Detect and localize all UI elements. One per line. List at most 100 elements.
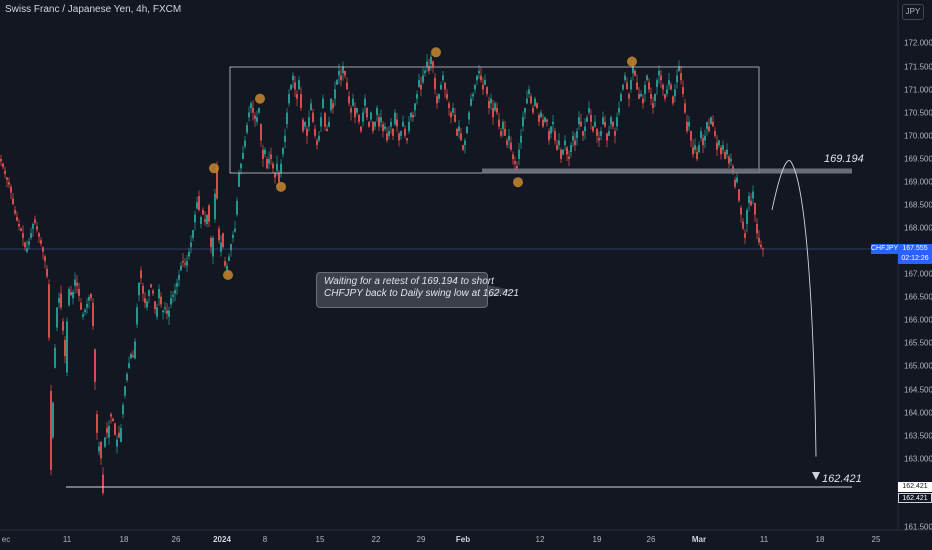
candle-up (264, 149, 266, 155)
candle-up (26, 248, 28, 252)
candle-up (610, 117, 612, 125)
candle-up (572, 135, 574, 141)
y-tick: 170.000 (904, 131, 932, 141)
candle-down (80, 302, 82, 310)
candle-up (544, 117, 546, 122)
candle-down (482, 84, 484, 90)
candle-up (518, 149, 520, 159)
candle-down (590, 114, 592, 122)
candle-up (736, 177, 738, 183)
y-tick: 161.500 (904, 522, 932, 532)
y-tick: 169.000 (904, 177, 932, 187)
candle-down (316, 140, 318, 146)
candle-up (244, 140, 246, 147)
candle-down (272, 163, 274, 169)
currency-badge[interactable]: JPY (902, 4, 924, 20)
candle-up (212, 237, 214, 257)
candle-up (442, 75, 444, 81)
candle-up (178, 275, 180, 280)
trade-note-callout[interactable]: Waiting for a retest of 169.194 to short… (316, 272, 519, 308)
candle-up (524, 107, 526, 113)
target-price-tag: 162.421 (898, 482, 932, 492)
candle-up (624, 75, 626, 81)
candle-down (216, 168, 218, 199)
candle-down (498, 119, 500, 127)
candle-up (98, 446, 100, 452)
candle-down (712, 121, 714, 127)
candle-up (472, 94, 474, 97)
candle-up (508, 135, 510, 141)
candle-up (72, 292, 74, 299)
y-tick: 168.500 (904, 200, 932, 210)
candle-down (696, 152, 698, 159)
candle-down (96, 414, 98, 433)
candle-up (484, 80, 486, 85)
candle-down (152, 290, 154, 294)
candle-up (364, 98, 366, 106)
candle-up (28, 241, 30, 245)
y-tick: 171.000 (904, 85, 932, 95)
candle-up (322, 98, 324, 108)
candle-down (680, 73, 682, 81)
swing-marker (209, 163, 219, 174)
candle-up (730, 159, 732, 162)
candle-down (204, 219, 206, 222)
x-tick: Mar (691, 535, 707, 544)
candle-down (2, 163, 4, 168)
candle-down (760, 244, 762, 248)
candle-down (262, 149, 264, 159)
candle-up (156, 307, 158, 317)
candle-up (402, 121, 404, 127)
candle-up (292, 75, 294, 81)
candle-up (578, 117, 580, 125)
candle-down (662, 84, 664, 90)
candle-down (612, 121, 614, 127)
candle-up (384, 126, 386, 129)
candle-down (670, 84, 672, 90)
candle-down (460, 133, 462, 141)
candle-down (154, 301, 156, 310)
candle-down (344, 70, 346, 76)
x-tick: 18 (119, 535, 129, 544)
candle-down (412, 114, 414, 118)
candle-up (494, 103, 496, 111)
candle-down (546, 119, 548, 122)
candle-up (718, 140, 720, 146)
candle-up (290, 84, 292, 90)
candle-down (690, 131, 692, 141)
candle-up (640, 94, 642, 97)
projection-arrow[interactable] (771, 160, 817, 457)
candle-up (632, 66, 634, 74)
candle-up (476, 75, 478, 81)
candle-up (710, 117, 712, 125)
candle-down (274, 172, 276, 178)
candle-up (288, 94, 290, 104)
candle-up (280, 163, 282, 173)
candle-up (688, 121, 690, 127)
retest-level-label[interactable]: 169.194 (824, 153, 864, 165)
candle-down (566, 147, 568, 155)
candle-up (164, 307, 166, 310)
candle-up (82, 314, 84, 317)
candle-up (570, 145, 572, 153)
target-level-label[interactable]: 162.421 (822, 473, 862, 485)
candle-up (658, 70, 660, 76)
candle-up (108, 425, 110, 438)
candle-down (642, 98, 644, 104)
candle-down (12, 198, 14, 205)
candle-up (418, 80, 420, 88)
candle-up (426, 61, 428, 67)
candle-up (534, 98, 536, 106)
candle-down (742, 221, 744, 229)
candle-down (34, 219, 36, 223)
candle-down (60, 293, 62, 308)
candle-up (58, 298, 60, 303)
candle-down (538, 114, 540, 122)
candle-down (368, 121, 370, 127)
x-tick: 19 (592, 535, 602, 544)
candle-up (190, 242, 192, 248)
candle-up (380, 117, 382, 122)
candle-up (104, 437, 106, 447)
